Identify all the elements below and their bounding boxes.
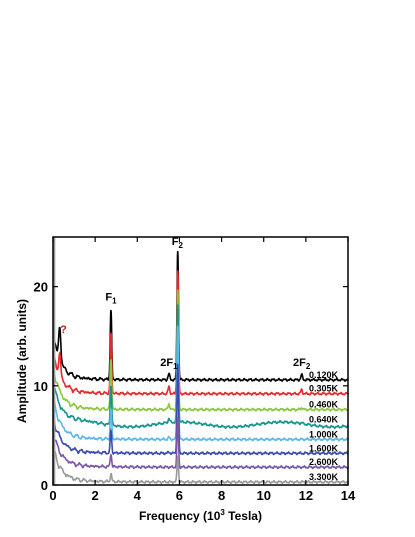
- series-line-0-460k: [52, 289, 349, 412]
- series-line-0-305k: [52, 270, 350, 396]
- temperature-label: 2.600K: [309, 457, 339, 467]
- temperature-label: 0.305K: [309, 384, 339, 394]
- peak-label: F2: [172, 236, 184, 250]
- temperature-label: 0.120K: [309, 370, 339, 380]
- unknown-peak-label: ?: [60, 324, 67, 336]
- series-line-1-600k: [52, 363, 349, 456]
- x-tick-label: 2: [92, 488, 99, 503]
- temperature-label: 0.460K: [309, 400, 339, 410]
- series-layer: [52, 237, 350, 485]
- x-tick-label: 0: [49, 488, 56, 503]
- peak-label: F1: [105, 291, 117, 305]
- peak-label: 2F2: [293, 357, 311, 371]
- temperature-labels: 0.120K 0.305K 0.460K 0.640K 1.000K 1.600K 2.60…: [309, 370, 339, 482]
- y-axis-title: Amplitude (arb. units): [15, 299, 29, 423]
- x-tick-label: 6: [176, 488, 183, 503]
- x-axis-title-suffix: Tesla): [225, 509, 262, 523]
- x-tick-label: 4: [134, 488, 142, 503]
- x-axis-title: Frequency (103 Tesla): [139, 508, 262, 523]
- series-line-1-000k: [52, 325, 349, 442]
- x-tick-label: 14: [341, 488, 356, 503]
- x-tick-label: 10: [256, 488, 270, 503]
- x-axis-title-sup: 3: [220, 508, 225, 517]
- temperature-label: 0.640K: [309, 414, 339, 424]
- x-tick-label: 8: [218, 488, 225, 503]
- peak-annotations: F1 F2 2F1 2F2?: [60, 236, 311, 371]
- y-tick-label: 0: [41, 478, 48, 493]
- series-line-0-640k: [52, 304, 349, 430]
- axis-ticks: 0 2 4 6 8 10 12 14 0 10 20: [34, 237, 356, 503]
- x-tick-label: 12: [299, 488, 313, 503]
- series-line-2-600k: [52, 417, 350, 470]
- series-line-3-300k: [52, 447, 349, 485]
- y-tick-label: 20: [34, 280, 48, 295]
- plot-frame: [52, 236, 349, 486]
- peak-label: 2F1: [160, 357, 178, 371]
- temperature-label: 1.600K: [309, 443, 339, 453]
- temperature-label: 1.000K: [309, 429, 339, 439]
- series-line-0-120k: [52, 251, 349, 382]
- temperature-label: 3.300K: [309, 472, 339, 482]
- x-axis-title-prefix: Frequency (10: [139, 509, 221, 523]
- y-tick-label: 10: [34, 379, 48, 394]
